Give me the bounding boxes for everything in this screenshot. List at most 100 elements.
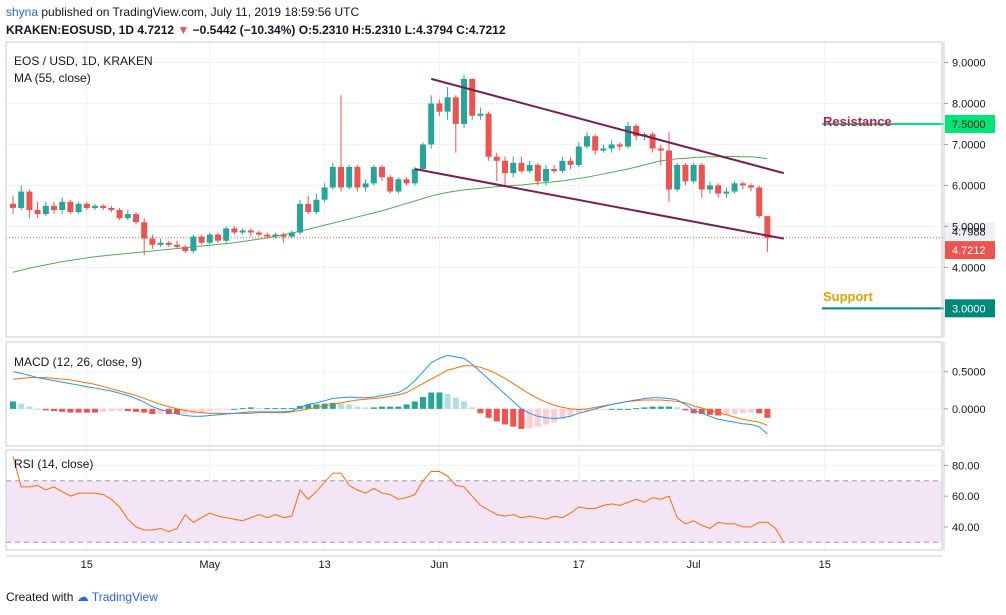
macd-histogram-bar: [625, 408, 631, 410]
candle-body: [305, 203, 312, 213]
macd-histogram-bar: [493, 408, 500, 422]
macd-histogram-bar: [411, 401, 418, 409]
macd-histogram-bar: [34, 408, 41, 410]
macd-histogram-bar: [280, 408, 287, 410]
candle-body: [395, 179, 402, 192]
candle-body: [124, 214, 131, 219]
macd-histogram-bar: [485, 408, 492, 418]
candle-body: [411, 169, 418, 184]
price-pane-title: EOS / USD, 1D, KRAKEN: [14, 54, 153, 68]
pane-frames: 9.0000 8.0000 7.0000 6.0000 5.0000 4.0000 0.50…: [5, 41, 986, 551]
candle-body: [321, 187, 328, 200]
publisher-name[interactable]: shyna: [6, 5, 39, 19]
candle-body: [444, 97, 451, 112]
macd-histogram-bar: [510, 408, 517, 427]
macd-histogram-bar: [206, 408, 213, 412]
candle-body: [157, 242, 164, 245]
macd-histogram-bar: [600, 408, 607, 410]
candle-body: [18, 191, 25, 208]
last-price-badge-text: 4.7212: [952, 245, 986, 257]
macd-histogram-bar: [198, 408, 205, 413]
ma-price-badge: [945, 222, 995, 241]
candle-body: [403, 179, 410, 184]
macd-histogram-bar: [346, 404, 353, 409]
macd-histogram-bar: [387, 406, 394, 409]
macd-histogram-bar: [18, 403, 25, 409]
macd-histogram-bar: [739, 408, 746, 414]
publish-text: published on TradingView.com, July 11, 2…: [41, 5, 360, 19]
candle-body: [67, 201, 74, 213]
candle-body: [600, 148, 607, 151]
price-y-tick-label: 9.0000: [952, 57, 986, 69]
macd-histogram-bar: [174, 408, 180, 415]
candle-body: [510, 162, 517, 174]
time-axis: 15 May 13 Jun 17 Jul 15: [6, 555, 942, 571]
macd-histogram-bar: [288, 408, 295, 410]
created-with-text: Created with: [6, 590, 74, 604]
macd-histogram-bar: [518, 408, 525, 429]
price-y-tick-label: 4.0000: [952, 262, 986, 274]
candle-body: [616, 144, 623, 147]
macd-histogram-bar: [223, 408, 230, 410]
macd-signal-line: [12, 365, 768, 426]
resistance-label: Resistance: [823, 114, 892, 129]
macd-histogram-bar: [723, 408, 730, 415]
rsi-y-tick-label: 80.00: [952, 460, 980, 472]
macd-histogram-bar: [313, 404, 320, 409]
macd-histogram-bar: [354, 406, 361, 409]
candle-body: [690, 164, 697, 182]
macd-histogram-bar: [616, 408, 623, 410]
macd-histogram-bar: [149, 408, 156, 415]
candle-body: [346, 166, 353, 188]
macd-histogram-bar: [707, 408, 713, 415]
macd-histogram-bar: [133, 408, 139, 412]
candle-body: [198, 236, 205, 243]
macd-y-tick-label: 0.0000: [952, 404, 986, 416]
price-frame: [5, 41, 943, 338]
candle-body: [133, 214, 139, 223]
candle-body: [338, 166, 344, 188]
macd-histogram-bar: [584, 408, 590, 412]
macd-histogram-bar: [748, 408, 754, 413]
candle-body: [379, 166, 385, 178]
candle-body: [764, 216, 771, 238]
tradingview-logo-icon[interactable]: ☁: [76, 590, 89, 604]
macd-histogram-bar: [42, 408, 49, 411]
tradingview-brand[interactable]: TradingView: [91, 590, 158, 604]
candle-body: [387, 177, 394, 192]
candle-body: [247, 230, 254, 233]
x-tick-label: 13: [318, 559, 330, 571]
candle-body: [575, 146, 582, 165]
macd-histogram-bar: [592, 408, 599, 411]
macd-y-tick-label: 0.5000: [952, 367, 986, 379]
macd-frame: [5, 341, 943, 447]
candle-body: [92, 205, 98, 208]
candle-body: [141, 222, 148, 239]
macd-histogram-bar: [567, 408, 574, 417]
candle-body: [428, 103, 435, 145]
candle-body: [723, 191, 730, 194]
macd-pane: [10, 354, 771, 435]
grid-lines: [6, 42, 942, 550]
macd-histogram-bar: [436, 392, 443, 409]
candle-body: [674, 164, 681, 190]
macd-histogram-bar: [764, 408, 771, 418]
x-tick-label: 15: [819, 559, 831, 571]
candle-body: [707, 185, 713, 190]
candle-body: [280, 234, 287, 237]
candle-body: [206, 234, 213, 243]
macd-histogram-bar: [256, 408, 262, 410]
ma-price-badge-text: 4.7988: [952, 226, 986, 238]
candle-body: [59, 201, 66, 210]
rsi-pane: [6, 456, 942, 543]
support-label: Support: [823, 289, 873, 304]
macd-histogram-bar: [502, 408, 508, 425]
price-pane: 7.5000 3.0000 4.7988 4.7212: [6, 74, 995, 318]
candle-body: [739, 183, 746, 186]
macd-histogram-bar: [362, 407, 369, 409]
rsi-line: [12, 456, 785, 543]
candle-body: [34, 209, 41, 215]
macd-histogram-bar: [731, 408, 738, 415]
macd-histogram-bar: [641, 407, 648, 409]
